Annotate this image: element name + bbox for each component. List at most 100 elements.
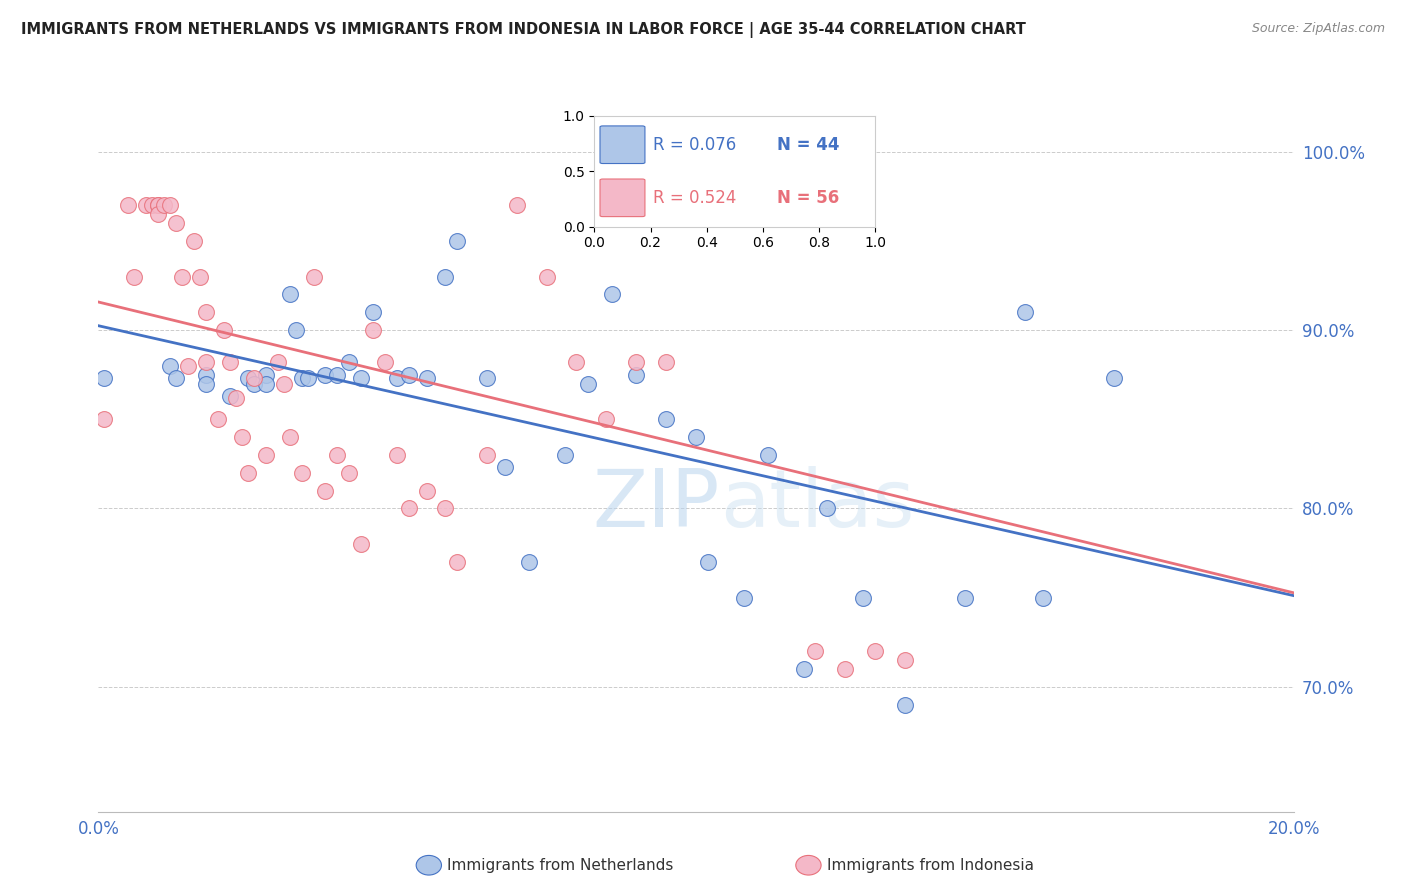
- Point: [172, 269, 194, 284]
- Point: [148, 207, 170, 221]
- Point: [554, 448, 576, 462]
- Point: [254, 368, 277, 382]
- Text: IMMIGRANTS FROM NETHERLANDS VS IMMIGRANTS FROM INDONESIA IN LABOR FORCE | AGE 35: IMMIGRANTS FROM NETHERLANDS VS IMMIGRANT…: [21, 22, 1026, 38]
- Point: [195, 368, 218, 382]
- Point: [326, 368, 349, 382]
- Point: [775, 198, 797, 212]
- Point: [714, 198, 737, 212]
- Point: [188, 269, 211, 284]
- Point: [475, 371, 498, 385]
- Point: [536, 269, 558, 284]
- Point: [494, 460, 516, 475]
- Point: [243, 376, 266, 391]
- Point: [398, 368, 420, 382]
- Point: [195, 355, 218, 369]
- Point: [852, 591, 875, 605]
- FancyBboxPatch shape: [600, 126, 645, 163]
- Point: [236, 466, 259, 480]
- Point: [894, 698, 917, 712]
- Text: N = 56: N = 56: [778, 189, 839, 207]
- Point: [655, 355, 678, 369]
- Point: [135, 198, 157, 212]
- Point: [685, 430, 707, 444]
- Text: R = 0.076: R = 0.076: [654, 136, 737, 153]
- Point: [219, 355, 242, 369]
- Point: [733, 591, 755, 605]
- Point: [446, 555, 468, 569]
- Point: [1104, 371, 1126, 385]
- Point: [141, 198, 163, 212]
- Point: [212, 323, 235, 337]
- Point: [159, 198, 181, 212]
- Point: [374, 355, 396, 369]
- Point: [434, 269, 457, 284]
- Point: [326, 448, 349, 462]
- Point: [756, 448, 779, 462]
- Point: [159, 359, 181, 373]
- Point: [626, 368, 648, 382]
- Point: [195, 305, 218, 319]
- Point: [93, 412, 115, 426]
- Point: [416, 483, 439, 498]
- Text: Immigrants from Netherlands: Immigrants from Netherlands: [447, 858, 673, 872]
- Point: [697, 555, 720, 569]
- Point: [231, 430, 253, 444]
- Point: [225, 391, 247, 405]
- Point: [183, 234, 205, 248]
- Point: [278, 430, 301, 444]
- Point: [815, 501, 838, 516]
- Point: [363, 305, 385, 319]
- Point: [434, 501, 457, 516]
- Point: [284, 323, 307, 337]
- Point: [93, 371, 115, 385]
- Point: [865, 644, 887, 658]
- FancyBboxPatch shape: [600, 179, 645, 217]
- Text: N = 44: N = 44: [778, 136, 839, 153]
- Point: [894, 653, 917, 667]
- Point: [207, 412, 229, 426]
- Point: [475, 448, 498, 462]
- Point: [315, 483, 337, 498]
- Point: [517, 555, 540, 569]
- Point: [254, 448, 277, 462]
- Point: [177, 359, 200, 373]
- Point: [236, 371, 259, 385]
- Point: [302, 269, 325, 284]
- Point: [291, 466, 314, 480]
- Point: [195, 376, 218, 391]
- Point: [148, 198, 170, 212]
- Point: [416, 371, 439, 385]
- Point: [626, 355, 648, 369]
- Point: [793, 662, 815, 676]
- Point: [385, 371, 409, 385]
- Point: [315, 368, 337, 382]
- Point: [254, 376, 277, 391]
- Point: [153, 198, 176, 212]
- Point: [124, 269, 146, 284]
- Text: atlas: atlas: [720, 466, 914, 544]
- Point: [565, 355, 588, 369]
- Point: [1032, 591, 1054, 605]
- Point: [953, 591, 976, 605]
- Point: [804, 644, 827, 658]
- Point: [278, 287, 301, 301]
- Text: R = 0.524: R = 0.524: [654, 189, 737, 207]
- Point: [350, 371, 373, 385]
- Point: [595, 412, 617, 426]
- Text: Source: ZipAtlas.com: Source: ZipAtlas.com: [1251, 22, 1385, 36]
- Point: [1014, 305, 1036, 319]
- Point: [267, 355, 290, 369]
- Point: [148, 198, 170, 212]
- Point: [834, 662, 856, 676]
- Point: [363, 323, 385, 337]
- Point: [398, 501, 420, 516]
- Point: [339, 355, 360, 369]
- Point: [297, 371, 319, 385]
- Point: [117, 198, 139, 212]
- Text: Immigrants from Indonesia: Immigrants from Indonesia: [827, 858, 1033, 872]
- Point: [745, 198, 768, 212]
- Point: [506, 198, 529, 212]
- Point: [165, 216, 187, 230]
- Point: [243, 371, 266, 385]
- Point: [578, 376, 600, 391]
